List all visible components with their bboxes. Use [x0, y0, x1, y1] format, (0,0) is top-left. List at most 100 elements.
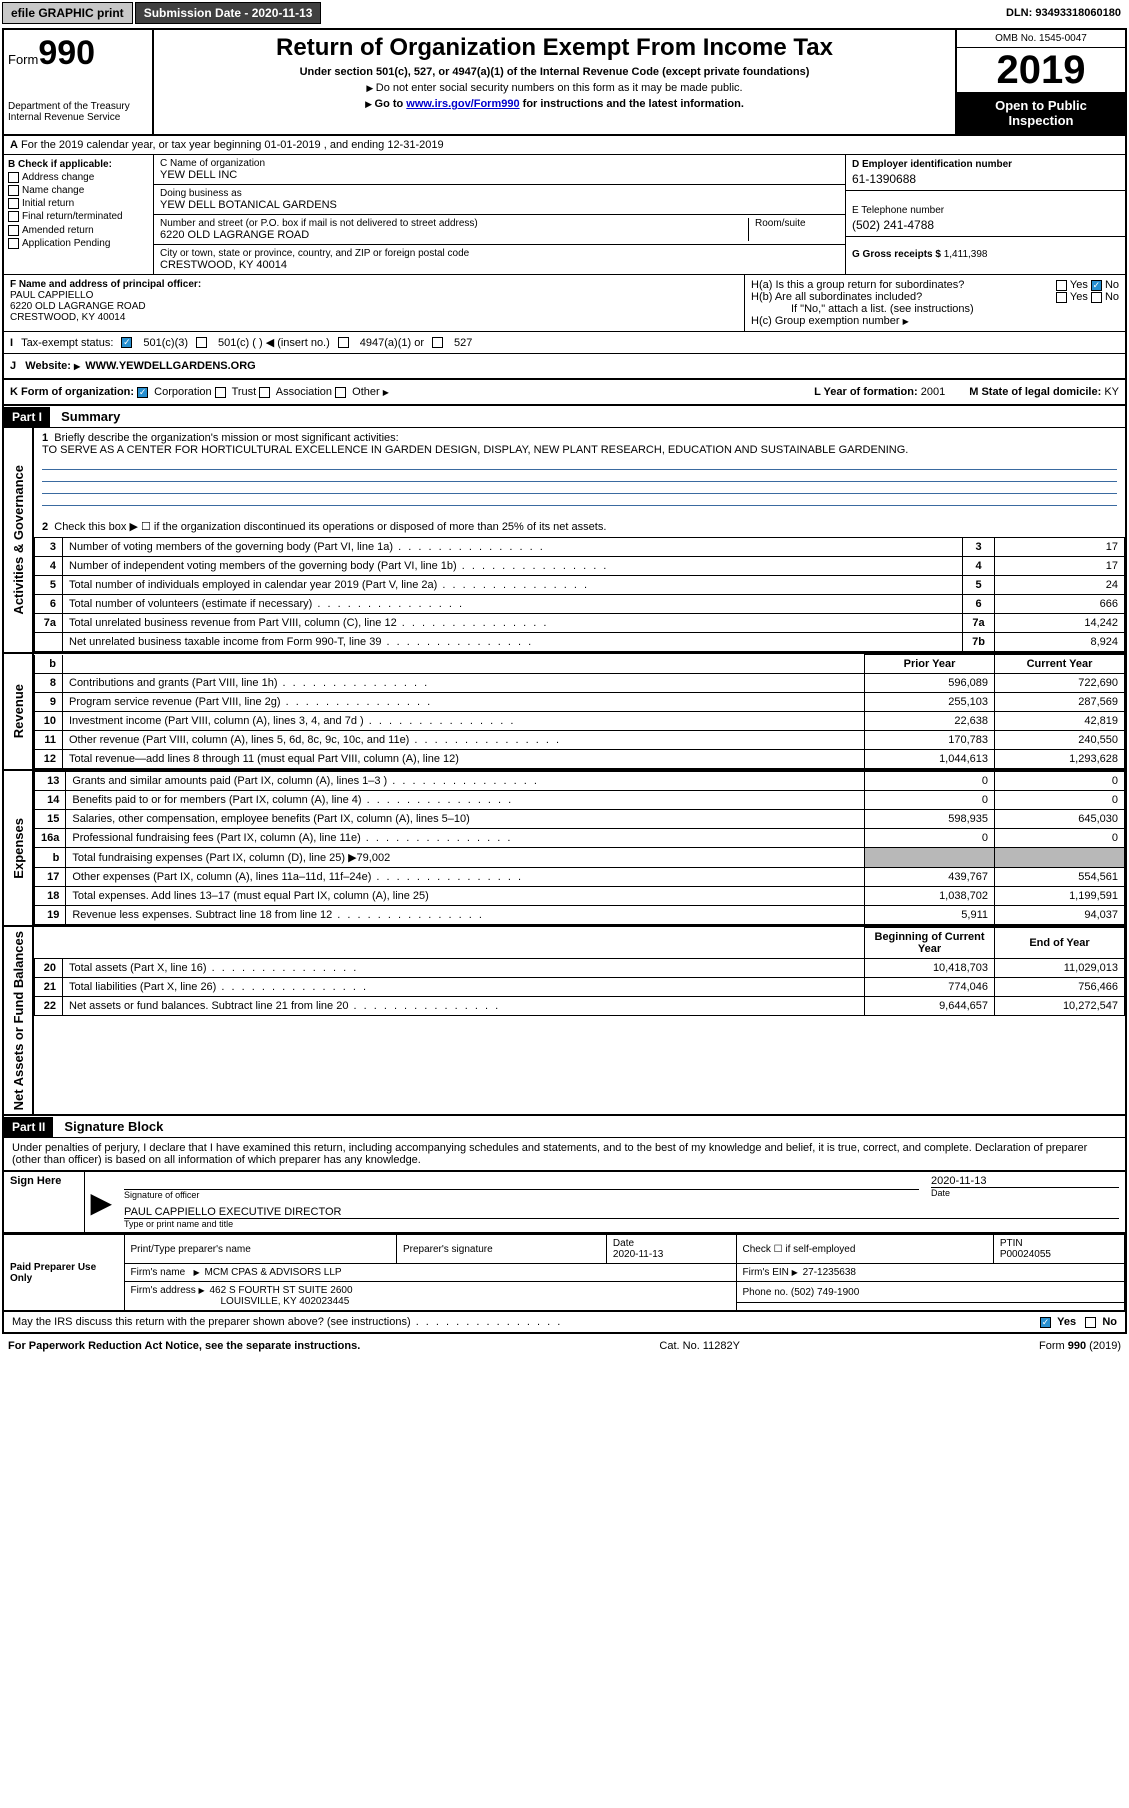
form-org-label: K Form of organization: — [10, 386, 134, 398]
form-990-container: Form990 Department of the Treasury Inter… — [2, 28, 1127, 1334]
prior-val: 22,638 — [865, 712, 995, 731]
4947-check[interactable] — [338, 337, 349, 348]
line-val: 14,242 — [995, 614, 1125, 633]
row-f: F Name and address of principal officer:… — [4, 275, 1125, 332]
submission-btn[interactable]: Submission Date - 2020-11-13 — [135, 2, 322, 24]
officer-addr2: CRESTWOOD, KY 40014 — [10, 312, 125, 323]
addr-label: Number and street (or P.O. box if mail i… — [160, 218, 478, 229]
footer: For Paperwork Reduction Act Notice, see … — [0, 1336, 1129, 1356]
no-label: No — [1102, 1316, 1117, 1328]
col-d: D Employer identification number 61-1390… — [845, 155, 1125, 274]
line-label: Program service revenue (Part VIII, line… — [63, 693, 865, 712]
declaration-text: Under penalties of perjury, I declare th… — [4, 1138, 1125, 1172]
exp-table: 13Grants and similar amounts paid (Part … — [34, 771, 1125, 925]
website-label: Website: — [25, 360, 71, 372]
gross-label: G Gross receipts $ — [852, 249, 941, 260]
line-label: Investment income (Part VIII, column (A)… — [63, 712, 865, 731]
officer-addr1: 6220 OLD LAGRANGE ROAD — [10, 301, 146, 312]
dba-value: YEW DELL BOTANICAL GARDENS — [160, 199, 839, 211]
opt-501c: 501(c) ( ) ◀ (insert no.) — [218, 336, 330, 349]
rule-line — [42, 470, 1117, 482]
501c3-check[interactable] — [121, 337, 132, 348]
paid-preparer-block: Paid Preparer Use Only Print/Type prepar… — [4, 1234, 1125, 1311]
current-val: 645,030 — [995, 810, 1125, 829]
501c-check[interactable] — [196, 337, 207, 348]
activities-governance-section: Activities & Governance 1 Briefly descri… — [4, 428, 1125, 654]
vert-ag: Activities & Governance — [9, 461, 28, 619]
cb-label: Final return/terminated — [22, 212, 123, 223]
subtitle-1: Under section 501(c), 527, or 4947(a)(1)… — [162, 66, 947, 78]
current-val: 42,819 — [995, 712, 1125, 731]
prior-val: 255,103 — [865, 693, 995, 712]
yes-label: Yes — [1070, 291, 1088, 303]
line-label: Professional fundraising fees (Part IX, … — [66, 829, 865, 848]
line-val: 17 — [995, 557, 1125, 576]
form-label: Form — [8, 52, 38, 67]
line-val: 8,924 — [995, 633, 1125, 652]
trust-check[interactable] — [215, 387, 226, 398]
tax-status-label: Tax-exempt status: — [21, 337, 113, 349]
final-return-check[interactable] — [8, 211, 19, 222]
hb-yes[interactable] — [1056, 292, 1067, 303]
rev-table: bPrior YearCurrent Year 8Contributions a… — [34, 654, 1125, 769]
corp-check[interactable] — [137, 387, 148, 398]
gross-value: 1,411,398 — [944, 249, 988, 260]
top-bar: efile GRAPHIC print Submission Date - 20… — [0, 0, 1129, 26]
firm-ein: 27-1235638 — [803, 1267, 856, 1278]
part1-header-row: Part I Summary — [4, 406, 1125, 428]
part1-badge: Part I — [4, 407, 50, 427]
header-right: OMB No. 1545-0047 2019 Open to Public In… — [955, 30, 1125, 134]
domicile-label: M State of legal domicile: — [969, 386, 1101, 398]
discuss-yes[interactable] — [1040, 1317, 1051, 1328]
hb-no[interactable] — [1091, 292, 1102, 303]
beg-val: 10,418,703 — [865, 959, 995, 978]
cb-label: Application Pending — [22, 238, 110, 249]
line-num: 5 — [35, 576, 63, 595]
line-num — [35, 633, 63, 652]
beg-val: 774,046 — [865, 978, 995, 997]
line-label: Other revenue (Part VIII, column (A), li… — [63, 731, 865, 750]
current-val: 1,199,591 — [995, 887, 1125, 906]
other-check[interactable] — [335, 387, 346, 398]
part1-title: Summary — [53, 406, 128, 427]
mission-box: 1 Briefly describe the organization's mi… — [34, 428, 1125, 458]
ha-yes[interactable] — [1056, 280, 1067, 291]
line-label: Total assets (Part X, line 16) — [63, 959, 865, 978]
org-name-label: C Name of organization — [160, 158, 265, 169]
current-val: 0 — [995, 772, 1125, 791]
prior-val: 439,767 — [865, 868, 995, 887]
omb-number: OMB No. 1545-0047 — [957, 30, 1125, 48]
rule-line — [42, 482, 1117, 494]
expenses-section: Expenses 13Grants and similar amounts pa… — [4, 771, 1125, 927]
efile-btn[interactable]: efile GRAPHIC print — [2, 2, 133, 24]
row-i: I Tax-exempt status: 501(c)(3) 501(c) ( … — [4, 332, 1125, 354]
sign-here-block: Sign Here ▶ Signature of officer 2020-11… — [4, 1172, 1125, 1234]
vert-net: Net Assets or Fund Balances — [9, 927, 28, 1114]
line-num: 4 — [35, 557, 63, 576]
current-val: 554,561 — [995, 868, 1125, 887]
527-check[interactable] — [432, 337, 443, 348]
pending-check[interactable] — [8, 238, 19, 249]
h-block: H(a) Is this a group return for subordin… — [745, 275, 1125, 331]
dba-label: Doing business as — [160, 188, 242, 199]
form-number: 990 — [38, 34, 95, 72]
other-label: Other — [352, 386, 380, 398]
city-label: City or town, state or province, country… — [160, 248, 469, 259]
firm-name-label: Firm's name — [131, 1267, 186, 1278]
name-change-check[interactable] — [8, 185, 19, 196]
irs-link[interactable]: www.irs.gov/Form990 — [406, 98, 519, 110]
line-num: 15 — [35, 810, 66, 829]
amended-check[interactable] — [8, 225, 19, 236]
assoc-check[interactable] — [259, 387, 270, 398]
net-assets-section: Net Assets or Fund Balances Beginning of… — [4, 927, 1125, 1116]
addr-change-check[interactable] — [8, 172, 19, 183]
line-num: 19 — [35, 906, 66, 925]
firm-addr2: LOUISVILLE, KY 402023445 — [221, 1296, 350, 1307]
discuss-no[interactable] — [1085, 1317, 1096, 1328]
line-label: Total liabilities (Part X, line 26) — [63, 978, 865, 997]
ha-no[interactable] — [1091, 280, 1102, 291]
line-num: 11 — [35, 731, 63, 750]
line-num: 6 — [35, 595, 63, 614]
prior-val: 596,089 — [865, 674, 995, 693]
initial-return-check[interactable] — [8, 198, 19, 209]
